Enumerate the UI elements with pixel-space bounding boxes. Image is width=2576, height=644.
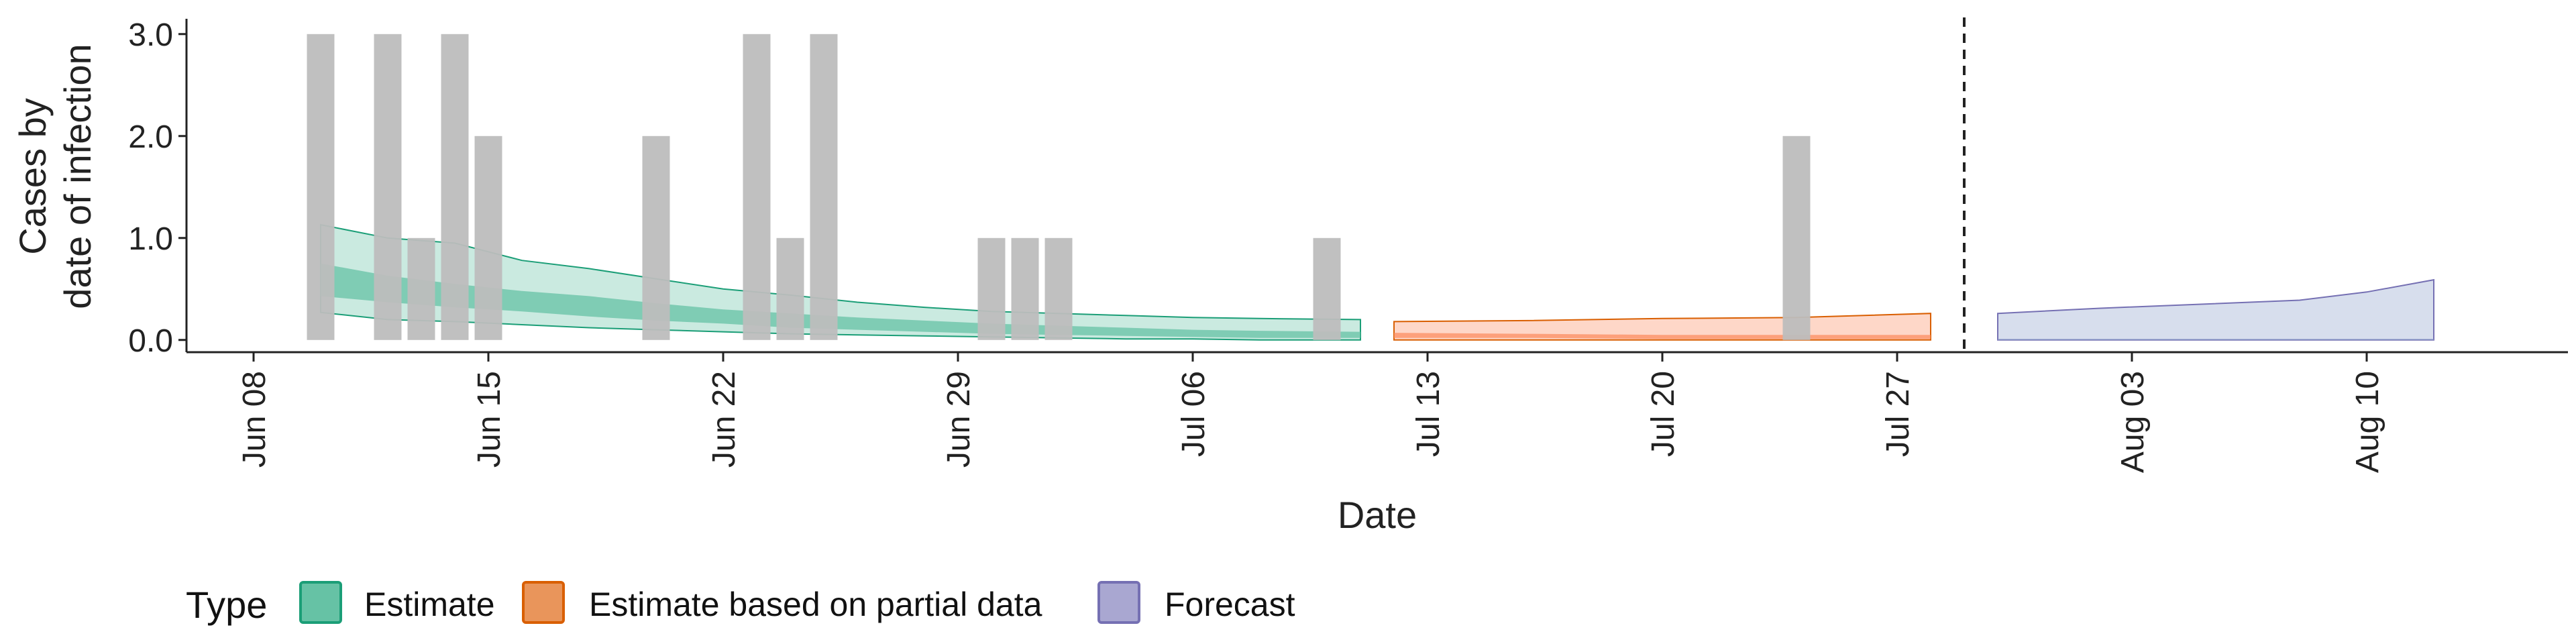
y-axis-label-line-2: date of infection xyxy=(56,44,99,309)
x-tick-label: Jun 29 xyxy=(941,371,977,468)
bar-2020-07-01 xyxy=(1011,237,1039,340)
y-tick-label: 1.0 xyxy=(128,221,173,257)
legend-title: Type xyxy=(186,584,267,626)
y-tick-label: 3.0 xyxy=(128,17,173,53)
ribbon-inner-forecast xyxy=(1998,339,2434,340)
y-axis-label-line-1: Cases by xyxy=(11,98,54,254)
bar-2020-06-20 xyxy=(642,136,670,340)
bar-2020-06-14 xyxy=(441,34,469,340)
bar-2020-06-15 xyxy=(474,136,502,340)
bar-2020-06-12 xyxy=(374,34,402,340)
bar-2020-06-10 xyxy=(307,34,335,340)
bar-2020-07-24 xyxy=(1782,136,1811,340)
x-tick-label: Jul 20 xyxy=(1646,371,1681,457)
y-axis-ticks: 0.0 1.0 2.0 3.0 xyxy=(128,17,186,359)
x-tick-label: Jun 22 xyxy=(706,371,742,468)
bar-2020-06-25 xyxy=(810,34,838,340)
ribbons-layer xyxy=(320,223,2434,341)
ribbon-inner-estimate xyxy=(321,263,1360,338)
x-axis-label: Date xyxy=(1338,494,1417,536)
legend-swatch-partial xyxy=(522,581,565,624)
ribbon-outer-forecast xyxy=(1997,278,2434,341)
bar-2020-07-10 xyxy=(1313,237,1341,340)
legend: Type Estimate Estimate based on partial … xyxy=(186,581,1295,626)
legend-swatch-estimate xyxy=(299,581,342,624)
x-tick-label: Jul 13 xyxy=(1411,371,1446,457)
x-tick-label: Jul 06 xyxy=(1176,371,1212,457)
x-tick-label: Jul 27 xyxy=(1880,371,1916,457)
y-tick-label: 2.0 xyxy=(128,119,173,155)
legend-label-partial: Estimate based on partial data xyxy=(589,586,1042,623)
bar-2020-06-13 xyxy=(407,237,435,340)
legend-swatch-forecast xyxy=(1097,581,1140,624)
bar-2020-06-24 xyxy=(776,237,804,340)
x-tick-label: Jun 08 xyxy=(237,371,272,468)
x-tick-label: Jun 15 xyxy=(472,371,507,468)
legend-label-forecast: Forecast xyxy=(1165,586,1295,623)
legend-label-estimate: Estimate xyxy=(364,586,495,623)
bar-2020-07-02 xyxy=(1044,237,1073,340)
bar-2020-06-23 xyxy=(743,34,771,340)
bars-layer xyxy=(307,34,1811,340)
y-tick-label: 0.0 xyxy=(128,323,173,359)
x-tick-label: Aug 03 xyxy=(2115,371,2151,473)
x-axis-ticks: Jun 08 Jun 15 Jun 22 Jun 29 Jul 06 Jul 13 Jul … xyxy=(237,352,2385,473)
x-tick-label: Aug 10 xyxy=(2350,371,2385,473)
bar-2020-06-30 xyxy=(977,237,1006,340)
